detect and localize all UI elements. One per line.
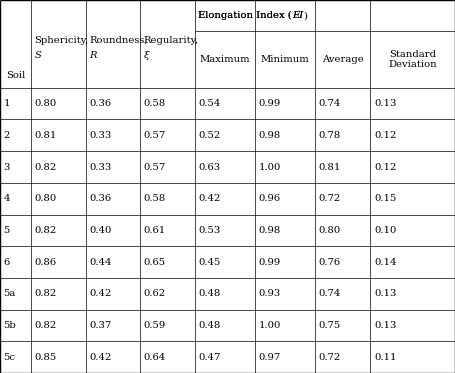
Text: 5b: 5b (4, 321, 16, 330)
Text: 5c: 5c (4, 352, 15, 362)
Text: 1.00: 1.00 (258, 163, 281, 172)
Text: 0.13: 0.13 (374, 289, 396, 298)
Text: 0.97: 0.97 (258, 352, 281, 362)
Text: R: R (89, 51, 96, 60)
Text: 0.98: 0.98 (258, 226, 281, 235)
Text: 0.42: 0.42 (89, 352, 111, 362)
Text: 0.64: 0.64 (144, 352, 166, 362)
Text: 0.59: 0.59 (144, 321, 166, 330)
Text: 0.82: 0.82 (35, 321, 57, 330)
Text: 0.11: 0.11 (374, 352, 396, 362)
Text: Elongation Index (: Elongation Index ( (198, 11, 292, 20)
Text: Standard
Deviation: Standard Deviation (389, 50, 437, 69)
Text: 0.58: 0.58 (144, 99, 166, 108)
Text: 0.54: 0.54 (198, 99, 221, 108)
Text: 6: 6 (4, 258, 10, 267)
Text: 0.57: 0.57 (144, 131, 166, 140)
Text: S: S (35, 51, 41, 60)
Text: 5: 5 (4, 226, 10, 235)
Text: 0.33: 0.33 (89, 163, 111, 172)
Text: 0.82: 0.82 (35, 163, 57, 172)
Text: 4: 4 (4, 194, 10, 203)
Text: 0.65: 0.65 (144, 258, 166, 267)
Text: 0.53: 0.53 (198, 226, 221, 235)
Text: 0.13: 0.13 (374, 321, 396, 330)
Text: 0.47: 0.47 (198, 352, 221, 362)
Text: 0.72: 0.72 (318, 194, 341, 203)
Text: 0.48: 0.48 (198, 321, 221, 330)
Text: 0.62: 0.62 (144, 289, 166, 298)
Text: 0.36: 0.36 (89, 99, 111, 108)
Text: 0.33: 0.33 (89, 131, 111, 140)
Text: 0.12: 0.12 (374, 163, 396, 172)
Text: Regularity,: Regularity, (144, 36, 199, 45)
Text: 0.40: 0.40 (89, 226, 111, 235)
Text: 0.42: 0.42 (89, 289, 111, 298)
Text: Minimum: Minimum (260, 55, 309, 64)
Text: 0.72: 0.72 (318, 352, 341, 362)
Text: 0.80: 0.80 (35, 99, 57, 108)
Text: 0.76: 0.76 (318, 258, 341, 267)
Text: Sphericity,: Sphericity, (35, 36, 89, 45)
Text: 0.99: 0.99 (258, 258, 281, 267)
Text: 2: 2 (4, 131, 10, 140)
Text: 0.74: 0.74 (318, 99, 341, 108)
Text: 0.80: 0.80 (35, 194, 57, 203)
Text: 0.75: 0.75 (318, 321, 341, 330)
Text: 1.00: 1.00 (258, 321, 281, 330)
Text: 0.13: 0.13 (374, 99, 396, 108)
Text: 3: 3 (4, 163, 10, 172)
Text: ξ: ξ (144, 51, 149, 60)
Text: Elongation Index (: Elongation Index ( (198, 11, 292, 20)
Text: 0.99: 0.99 (258, 99, 281, 108)
Text: Soil: Soil (6, 71, 25, 80)
Text: ): ) (303, 11, 307, 20)
Text: 1: 1 (4, 99, 10, 108)
Text: 0.10: 0.10 (374, 226, 396, 235)
Text: 0.81: 0.81 (318, 163, 341, 172)
Text: Roundness,: Roundness, (89, 36, 148, 45)
Text: 0.36: 0.36 (89, 194, 111, 203)
Text: 0.57: 0.57 (144, 163, 166, 172)
Text: 0.98: 0.98 (258, 131, 281, 140)
Text: 0.63: 0.63 (198, 163, 221, 172)
Text: 0.78: 0.78 (318, 131, 341, 140)
Text: 5a: 5a (4, 289, 16, 298)
Text: 0.82: 0.82 (35, 226, 57, 235)
Text: 0.12: 0.12 (374, 131, 396, 140)
Text: 0.96: 0.96 (258, 194, 281, 203)
Text: 0.81: 0.81 (35, 131, 57, 140)
Text: 0.93: 0.93 (258, 289, 281, 298)
Text: 0.48: 0.48 (198, 289, 221, 298)
Text: 0.82: 0.82 (35, 289, 57, 298)
Text: 0.61: 0.61 (144, 226, 166, 235)
Text: 0.15: 0.15 (374, 194, 396, 203)
Text: EI: EI (292, 11, 303, 20)
Text: 0.86: 0.86 (35, 258, 57, 267)
Text: 0.37: 0.37 (89, 321, 111, 330)
Text: 0.14: 0.14 (374, 258, 396, 267)
Text: Maximum: Maximum (199, 55, 250, 64)
Text: 0.45: 0.45 (198, 258, 221, 267)
Text: 0.42: 0.42 (198, 194, 221, 203)
Text: 0.80: 0.80 (318, 226, 341, 235)
Text: 0.74: 0.74 (318, 289, 341, 298)
Text: Average: Average (322, 55, 364, 64)
Text: EI: EI (292, 11, 303, 20)
Text: 0.52: 0.52 (198, 131, 221, 140)
Text: 0.58: 0.58 (144, 194, 166, 203)
Text: 0.85: 0.85 (35, 352, 57, 362)
Text: 0.44: 0.44 (89, 258, 111, 267)
